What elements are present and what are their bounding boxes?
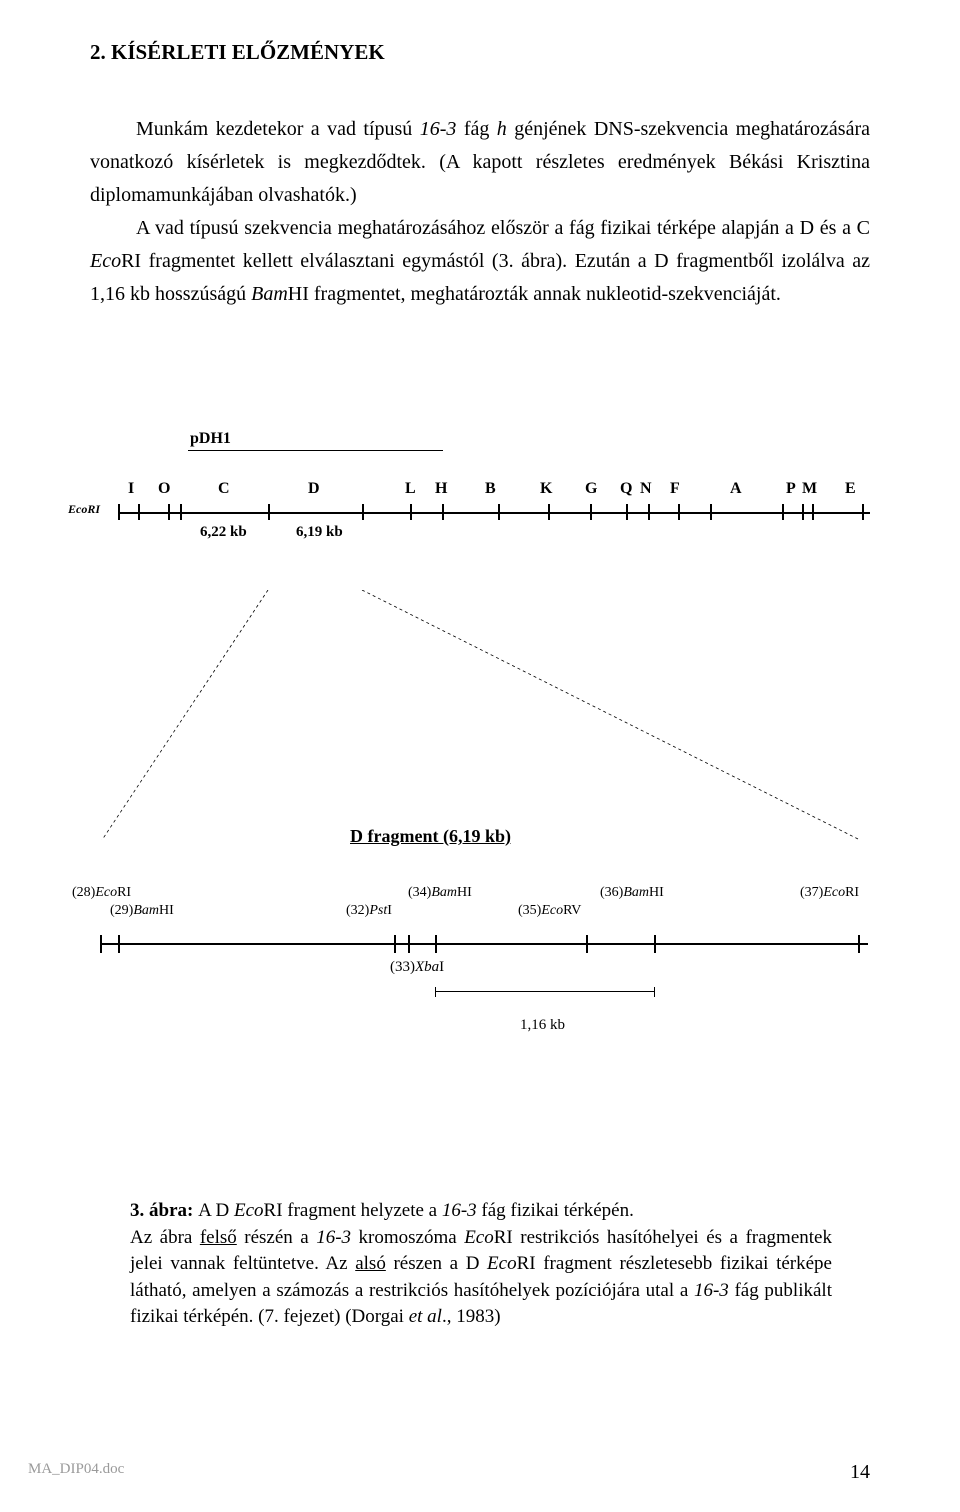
tick bbox=[862, 504, 864, 520]
tick bbox=[435, 935, 437, 953]
tick bbox=[394, 935, 396, 953]
fragment-letter: O bbox=[158, 480, 170, 498]
site-label: (32)PstI bbox=[346, 903, 392, 919]
fragment-letter: P bbox=[786, 480, 796, 498]
fragment-letter: H bbox=[435, 480, 447, 498]
tick bbox=[180, 504, 182, 520]
dfrag-axis bbox=[100, 943, 868, 945]
site-label: (34)BamHI bbox=[408, 885, 472, 901]
size-label: 6,22 kb bbox=[200, 524, 247, 541]
site-label: (33)XbaI bbox=[390, 959, 444, 976]
fragment-letter: G bbox=[585, 480, 597, 498]
pdh1-rule bbox=[188, 450, 443, 451]
scale-label: 1,16 kb bbox=[520, 1017, 565, 1034]
fragment-letter: B bbox=[485, 480, 496, 498]
fragment-letter: A bbox=[730, 480, 742, 498]
tick bbox=[498, 504, 500, 520]
tick bbox=[710, 504, 712, 520]
tick bbox=[410, 504, 412, 520]
tick bbox=[812, 504, 814, 520]
restriction-map-d-fragment: (28)EcoRI(34)BamHI(36)BamHI(37)EcoRI (29… bbox=[90, 885, 870, 1045]
fragment-letter: D bbox=[308, 480, 320, 498]
tick bbox=[586, 935, 588, 953]
site-label: (36)BamHI bbox=[600, 885, 664, 901]
tick bbox=[548, 504, 550, 520]
tick bbox=[408, 935, 410, 953]
tick bbox=[648, 504, 650, 520]
tick bbox=[362, 504, 364, 520]
tick bbox=[268, 504, 270, 520]
tick bbox=[442, 504, 444, 520]
intro-paragraph: Munkám kezdetekor a vad típusú 16-3 fág … bbox=[90, 113, 870, 311]
scale-bar bbox=[435, 991, 655, 992]
tick bbox=[138, 504, 140, 520]
figure-3: pDH1 EcoRI IOCDLHBKGQNFAPME 6,22 kb6,19 … bbox=[90, 430, 870, 1110]
fragment-letter: L bbox=[405, 480, 416, 498]
figure-caption: 3. ábra: A D EcoRI fragment helyzete a 1… bbox=[130, 1198, 832, 1331]
pdh1-label: pDH1 bbox=[190, 430, 231, 448]
d-fragment-title: D fragment (6,19 kb) bbox=[350, 826, 511, 847]
fragment-letter: M bbox=[802, 480, 817, 498]
tick bbox=[858, 935, 860, 953]
footer-filename: MA_DIP04.doc bbox=[28, 1461, 124, 1484]
tick bbox=[782, 504, 784, 520]
tick bbox=[626, 504, 628, 520]
zoom-lines bbox=[90, 590, 870, 840]
fragment-letter: N bbox=[640, 480, 652, 498]
page-footer: MA_DIP04.doc 14 bbox=[28, 1461, 870, 1484]
site-label: (37)EcoRI bbox=[800, 885, 859, 901]
tick bbox=[678, 504, 680, 520]
site-label: (29)BamHI bbox=[110, 903, 174, 919]
tick bbox=[168, 504, 170, 520]
size-label: 6,19 kb bbox=[296, 524, 343, 541]
fragment-letter: K bbox=[540, 480, 552, 498]
tick bbox=[590, 504, 592, 520]
tick bbox=[100, 935, 102, 953]
tick bbox=[802, 504, 804, 520]
footer-page-number: 14 bbox=[850, 1461, 870, 1484]
rmap-axis bbox=[118, 512, 870, 514]
section-heading: 2. KÍSÉRLETI ELŐZMÉNYEK bbox=[90, 40, 870, 65]
site-label: (28)EcoRI bbox=[72, 885, 131, 901]
ecori-label: EcoRI bbox=[68, 502, 100, 517]
fragment-letter: Q bbox=[620, 480, 632, 498]
tick bbox=[118, 935, 120, 953]
tick bbox=[654, 935, 656, 953]
fragment-letter: C bbox=[218, 480, 230, 498]
restriction-map-upper: pDH1 EcoRI IOCDLHBKGQNFAPME 6,22 kb6,19 … bbox=[90, 430, 870, 590]
fragment-letter: F bbox=[670, 480, 680, 498]
fragment-letter: E bbox=[845, 480, 856, 498]
fragment-letter: I bbox=[128, 480, 134, 498]
site-label: (35)EcoRV bbox=[518, 903, 581, 919]
tick bbox=[118, 504, 120, 520]
